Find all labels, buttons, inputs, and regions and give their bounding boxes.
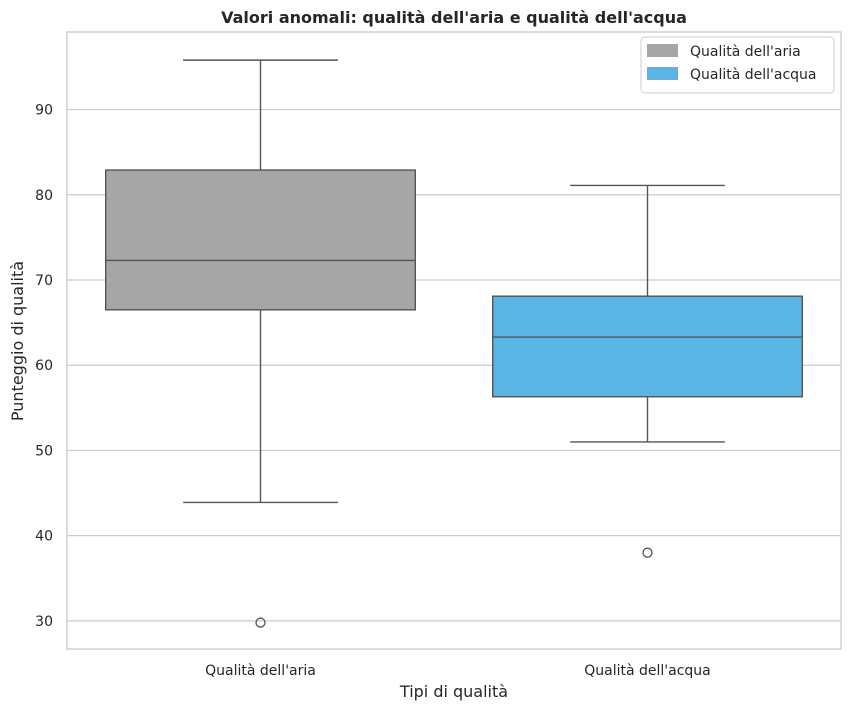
box-iqr <box>492 295 804 398</box>
y-tick-label: 70 <box>35 273 53 289</box>
x-tick-label: Qualità dell'acqua <box>584 663 711 679</box>
x-axis-label: Tipi di qualità <box>399 682 508 701</box>
box-group <box>492 184 804 558</box>
y-tick-label: 60 <box>35 358 53 374</box>
legend-swatch <box>647 44 678 57</box>
legend: Qualità dell'aria Qualità dell'acqua <box>640 36 835 94</box>
box-group <box>104 59 417 628</box>
legend-entry-label: Qualità dell'acqua <box>690 67 817 83</box>
boxes <box>104 59 804 628</box>
legend-entry-label: Qualità dell'aria <box>690 44 801 60</box>
x-tick-label: Qualità dell'aria <box>205 663 316 679</box>
y-tick-labels: 30 40 50 60 70 80 90 <box>35 103 53 630</box>
y-tick-label: 90 <box>35 103 53 119</box>
y-tick-label: 50 <box>35 443 53 459</box>
x-tick-labels: Qualità dell'aria Qualità dell'acqua <box>205 663 711 679</box>
plot-frame <box>66 31 842 650</box>
y-axis-label: Punteggio di qualità <box>8 261 27 421</box>
y-tick-label: 40 <box>35 529 53 545</box>
outlier-point <box>255 617 266 628</box>
y-tick-label: 80 <box>35 188 53 204</box>
legend-box <box>640 36 835 94</box>
y-tick-label: 30 <box>35 614 53 630</box>
box-iqr <box>104 169 417 311</box>
chart-title: Valori anomali: qualità dell'aria e qual… <box>221 8 687 27</box>
legend-swatch <box>647 67 678 80</box>
outlier-point <box>642 547 653 558</box>
